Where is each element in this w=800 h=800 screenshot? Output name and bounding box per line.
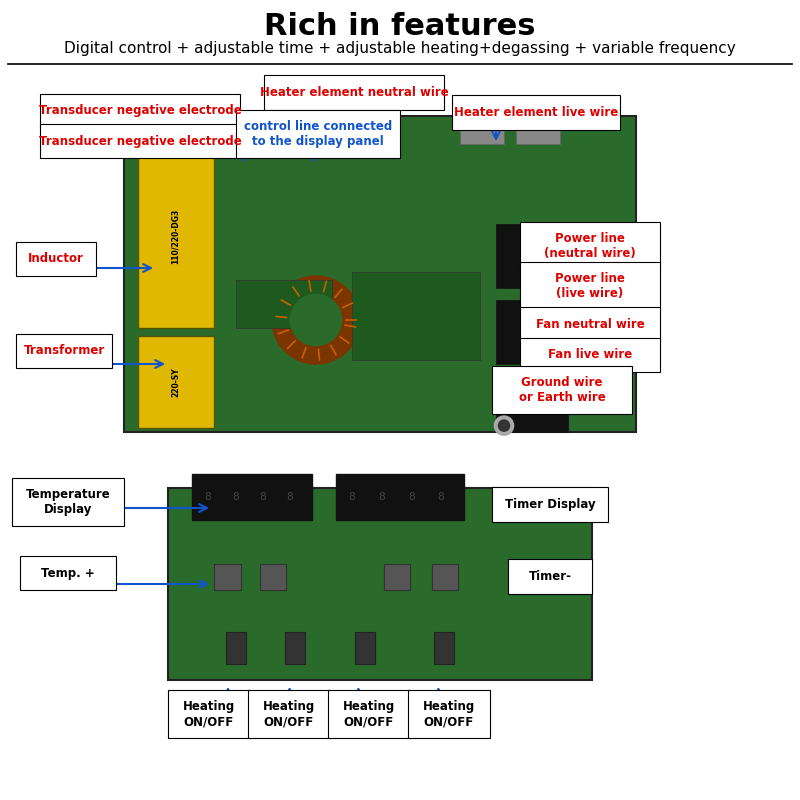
Text: Transformer: Transformer [23, 344, 105, 358]
Text: Heater element neutral wire: Heater element neutral wire [260, 86, 448, 99]
Text: control line connected
to the display panel: control line connected to the display pa… [244, 119, 392, 147]
Text: 110/220-DG3: 110/220-DG3 [171, 208, 180, 264]
FancyBboxPatch shape [516, 126, 560, 144]
FancyBboxPatch shape [460, 126, 504, 144]
Text: 8: 8 [408, 492, 414, 502]
Text: Rich in features: Rich in features [264, 12, 536, 41]
FancyBboxPatch shape [384, 564, 410, 590]
FancyBboxPatch shape [168, 488, 592, 680]
FancyBboxPatch shape [16, 334, 112, 368]
Text: 8: 8 [259, 492, 266, 502]
FancyBboxPatch shape [138, 144, 214, 328]
FancyBboxPatch shape [40, 124, 240, 158]
FancyBboxPatch shape [492, 366, 632, 414]
FancyBboxPatch shape [496, 300, 568, 364]
FancyBboxPatch shape [328, 690, 410, 738]
FancyBboxPatch shape [508, 559, 592, 594]
FancyBboxPatch shape [260, 564, 286, 590]
Text: Heater element live wire: Heater element live wire [454, 106, 618, 119]
Text: Timer-: Timer- [529, 570, 571, 583]
Text: Timer Display: Timer Display [505, 498, 595, 511]
FancyBboxPatch shape [344, 126, 392, 144]
FancyBboxPatch shape [520, 338, 660, 372]
FancyBboxPatch shape [336, 474, 464, 520]
FancyBboxPatch shape [264, 75, 444, 110]
FancyBboxPatch shape [285, 632, 305, 664]
Text: 8: 8 [349, 492, 355, 502]
Circle shape [272, 276, 360, 364]
FancyBboxPatch shape [520, 262, 660, 310]
Text: Fan neutral wire: Fan neutral wire [536, 318, 644, 331]
FancyBboxPatch shape [434, 632, 454, 664]
FancyBboxPatch shape [520, 222, 660, 270]
FancyBboxPatch shape [16, 242, 96, 276]
Text: Heating
ON/OFF: Heating ON/OFF [182, 701, 235, 728]
FancyBboxPatch shape [236, 280, 332, 328]
Text: 8: 8 [378, 492, 385, 502]
FancyBboxPatch shape [452, 95, 620, 130]
Text: 8: 8 [438, 492, 444, 502]
FancyBboxPatch shape [496, 372, 568, 432]
FancyBboxPatch shape [20, 556, 116, 590]
FancyBboxPatch shape [248, 690, 330, 738]
FancyBboxPatch shape [226, 632, 246, 664]
FancyBboxPatch shape [408, 690, 490, 738]
FancyBboxPatch shape [432, 564, 458, 590]
FancyBboxPatch shape [520, 307, 660, 342]
Text: 8: 8 [232, 492, 238, 502]
FancyBboxPatch shape [168, 690, 250, 738]
FancyBboxPatch shape [352, 272, 480, 360]
Circle shape [498, 420, 510, 431]
Text: Ground wire
or Earth wire: Ground wire or Earth wire [518, 375, 606, 403]
Text: Temperature
Display: Temperature Display [26, 488, 110, 516]
FancyBboxPatch shape [236, 110, 400, 158]
FancyBboxPatch shape [355, 632, 375, 664]
Text: Heating
ON/OFF: Heating ON/OFF [342, 701, 395, 728]
FancyBboxPatch shape [492, 487, 608, 522]
Text: Power line
(live wire): Power line (live wire) [555, 272, 625, 300]
Text: Power line
(neutral wire): Power line (neutral wire) [544, 231, 636, 259]
Text: Fan live wire: Fan live wire [548, 348, 632, 362]
Text: Heating
ON/OFF: Heating ON/OFF [422, 701, 475, 728]
FancyBboxPatch shape [496, 224, 568, 288]
Text: 8: 8 [205, 492, 211, 502]
Text: Transducer negative electrode: Transducer negative electrode [38, 134, 242, 148]
FancyBboxPatch shape [236, 126, 280, 144]
FancyBboxPatch shape [124, 116, 636, 432]
Text: Transducer negative electrode: Transducer negative electrode [38, 104, 242, 118]
FancyBboxPatch shape [138, 336, 214, 428]
Text: Heating
ON/OFF: Heating ON/OFF [262, 701, 315, 728]
Text: Inductor: Inductor [28, 252, 84, 266]
Text: Temp. +: Temp. + [41, 566, 95, 580]
Circle shape [290, 294, 342, 346]
FancyBboxPatch shape [12, 478, 124, 526]
Circle shape [494, 416, 514, 435]
Text: 8: 8 [286, 492, 293, 502]
FancyBboxPatch shape [214, 564, 241, 590]
FancyBboxPatch shape [192, 474, 312, 520]
Text: Digital control + adjustable time + adjustable heating+degassing + variable freq: Digital control + adjustable time + adju… [64, 41, 736, 55]
Text: 220-SY: 220-SY [171, 367, 180, 397]
FancyBboxPatch shape [288, 126, 308, 144]
FancyBboxPatch shape [40, 94, 240, 128]
